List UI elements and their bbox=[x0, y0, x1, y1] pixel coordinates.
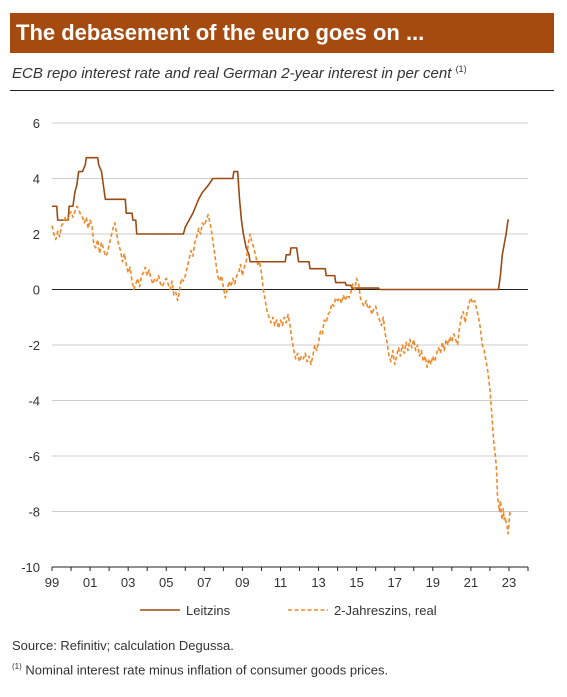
legend-label: 2-Jahreszins, real bbox=[334, 603, 437, 618]
y-tick-label: -6 bbox=[28, 449, 40, 464]
chart-subtitle: ECB repo interest rate and real German 2… bbox=[12, 64, 467, 82]
x-tick-label: 03 bbox=[121, 575, 135, 590]
y-tick-labels: 6 4 2 0 -2 -4 -6 -8 -10 bbox=[21, 116, 40, 575]
x-tick-label: 15 bbox=[349, 575, 363, 590]
y-tick-label: 2 bbox=[33, 227, 40, 242]
grid-lines bbox=[52, 122, 528, 568]
legend-label: Leitzins bbox=[186, 603, 231, 618]
chart-title: The debasement of the euro goes on ... bbox=[10, 13, 554, 53]
y-tick-label: 4 bbox=[33, 172, 40, 187]
x-tick-label: 23 bbox=[502, 575, 516, 590]
x-axis bbox=[51, 566, 529, 571]
x-tick-label: 05 bbox=[159, 575, 173, 590]
y-tick-label: 0 bbox=[33, 283, 40, 298]
y-tick-label: -2 bbox=[28, 338, 40, 353]
footnote-marker: (1) bbox=[12, 662, 22, 671]
subtitle-footnote-marker: (1) bbox=[455, 64, 467, 74]
x-tick-label: 09 bbox=[235, 575, 249, 590]
x-tick-labels: 99 01 03 05 07 09 11 13 15 17 19 21 23 bbox=[45, 575, 516, 590]
y-tick-label: -4 bbox=[28, 394, 40, 409]
legend: Leitzins 2-Jahreszins, real bbox=[140, 603, 437, 618]
x-tick-label: 11 bbox=[274, 575, 288, 590]
x-tick-label: 07 bbox=[197, 575, 211, 590]
x-tick-label: 21 bbox=[464, 575, 478, 590]
y-tick-label: -8 bbox=[28, 505, 40, 520]
subtitle-rule bbox=[10, 90, 554, 91]
series-leitzins-line bbox=[52, 156, 509, 291]
subtitle-text: ECB repo interest rate and real German 2… bbox=[12, 65, 452, 82]
x-tick-label: 13 bbox=[311, 575, 325, 590]
source-note: Source: Refinitiv; calculation Degussa. bbox=[12, 638, 234, 653]
footnote: (1) Nominal interest rate minus inflatio… bbox=[12, 662, 388, 677]
x-tick-label: 99 bbox=[45, 575, 59, 590]
x-tick-label: 01 bbox=[83, 575, 97, 590]
line-chart: 6 4 2 0 -2 -4 -6 -8 -10 99 01 03 05 07 09 11 13 15 17 19 21… bbox=[21, 116, 529, 618]
x-tick-label: 19 bbox=[426, 575, 440, 590]
footnote-text: Nominal interest rate minus inflation of… bbox=[25, 662, 389, 678]
y-tick-label: 6 bbox=[33, 116, 40, 131]
y-tick-label: -10 bbox=[21, 560, 40, 575]
series-2-jahreszins-line bbox=[51, 205, 512, 535]
series-lines bbox=[51, 156, 512, 535]
x-tick-label: 17 bbox=[387, 575, 401, 590]
